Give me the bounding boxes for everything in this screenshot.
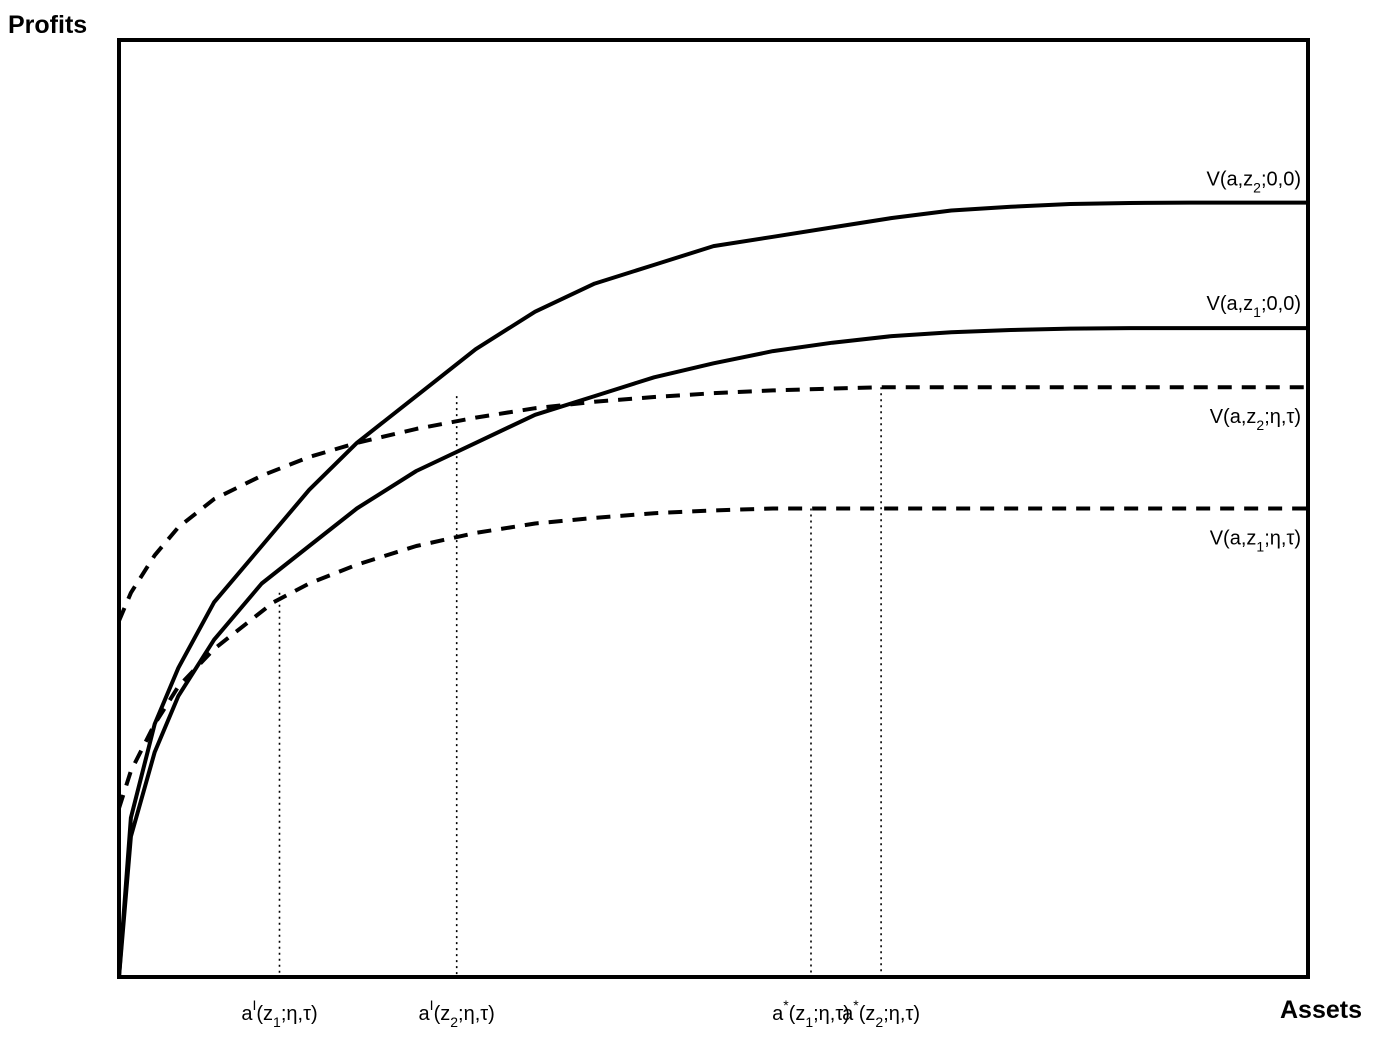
tick-label-text: ;η,τ) [813,1003,850,1025]
y-axis-title: Profits [8,11,87,39]
curve-label-text: ;0,0) [1261,293,1301,315]
x-axis-title: Assets [1280,996,1362,1024]
curve-label-text: V(a,z [1206,169,1253,191]
tick-label-text: a [772,1003,784,1025]
tick-label-as1: a*(z1;η,τ) [772,997,850,1030]
tick-label-as2: a*(z2;η,τ) [842,997,920,1030]
tick-label-subscript: 2 [875,1014,883,1030]
series-lines [117,200,1308,978]
tick-label-superscript: * [853,997,859,1013]
curve-label-text: V(a,z [1206,293,1253,315]
tick-label-text: a [842,1003,854,1025]
tick-label-subscript: 2 [450,1014,458,1030]
curve-labels: V(a,z2;0,0)V(a,z1;0,0)V(a,z2;η,τ)V(a,z1;… [1206,169,1301,555]
tick-label-superscript: I [430,997,434,1013]
tick-label-text: (z [859,1003,876,1025]
tick-label-text: a [241,1003,253,1025]
x-tick-labels: aI(z1;η,τ) aI(z2;η,τ) a*(z1;η,τ)a*(z2;η,τ) [241,997,920,1030]
tick-label-text: ;η,τ) [458,1003,495,1025]
curve-label-text: ;η,τ) [1264,528,1301,550]
tick-label-superscript: I [252,997,256,1013]
plot-frame [117,38,1310,979]
tick-label-al1: aI(z1;η,τ) [241,997,317,1030]
curve-label-subscript: 2 [1253,180,1261,196]
curve-label-text: V(a,z [1210,406,1257,428]
tick-label-superscript: * [783,997,789,1013]
tick-label-text: ;η,τ) [281,1003,318,1025]
tick-label-text: (z [789,1003,806,1025]
tick-label-text: (z [256,1003,273,1025]
tick-label-text: ;η,τ) [883,1003,920,1025]
tick-label-al2: aI(z2;η,τ) [419,997,495,1030]
curve-label-subscript: 1 [1253,304,1261,320]
curve-label-v1_00: V(a,z1;0,0) [1206,293,1301,320]
curve-label-text: V(a,z [1210,528,1257,550]
curve-label-v2_eta: V(a,z2;η,τ) [1210,406,1301,433]
series-line-v2_00 [117,200,1308,978]
curve-label-subscript: 1 [1256,539,1264,555]
series-line-v1_00 [117,326,1308,978]
tick-label-text: (z [434,1003,451,1025]
marker-lines [278,387,882,977]
curve-label-v1_eta: V(a,z1;η,τ) [1210,528,1301,555]
tick-label-subscript: 1 [273,1014,281,1030]
curve-label-v2_00: V(a,z2;0,0) [1206,169,1301,196]
tick-label-subscript: 1 [805,1014,813,1030]
series-line-v1_eta [117,506,1308,809]
curve-label-text: ;η,τ) [1264,406,1301,428]
curve-label-text: ;0,0) [1261,169,1301,191]
curve-label-subscript: 2 [1256,417,1264,433]
tick-label-text: a [419,1003,431,1025]
series-line-v2_eta [117,385,1308,622]
